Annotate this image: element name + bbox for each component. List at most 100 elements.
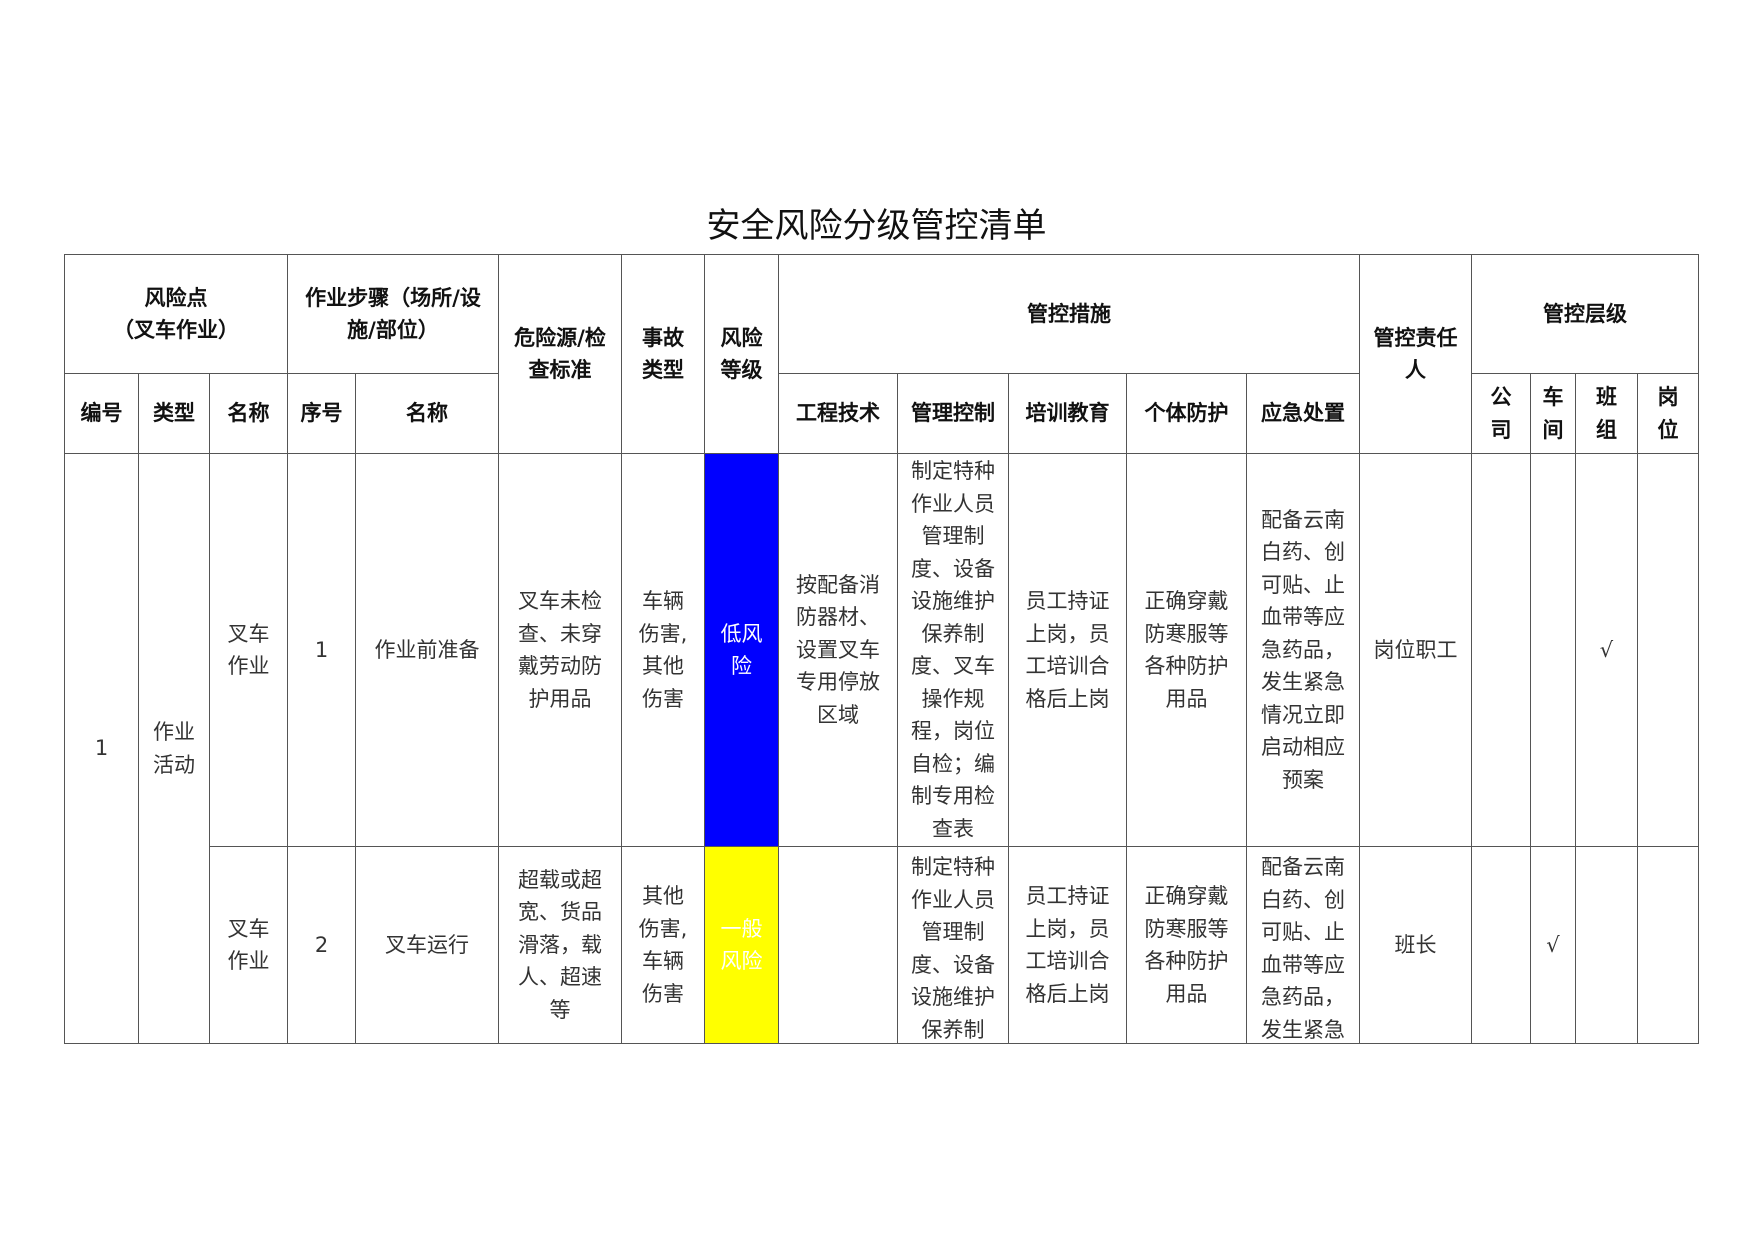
cell-text: 作业步骤（场所/设施/部位） [305,285,481,343]
row-management: 制定特种作业人员管理制度、设备设施维护保养制 [897,846,1009,1044]
header-step-name: 名称 [355,373,499,454]
header-code: 编号 [64,373,139,454]
cell-text: 一般风险 [720,916,763,974]
row-step-name: 作业前准备 [355,453,499,847]
cell-text: 1 [314,637,329,662]
cell-text: 其他伤害,车辆伤害 [638,884,688,1006]
row-step-name: 叉车运行 [355,846,499,1044]
row-management: 制定特种作业人员管理制度、设备设施维护保养制度、叉车操作规程，岗位自检；编制专用… [897,453,1009,847]
cell-text: 工程技术 [796,401,880,426]
cell-text: 制定特种作业人员管理制度、设备设施维护保养制度、叉车操作规程，岗位自检；编制专用… [911,459,995,841]
cell-text: 1 [94,736,109,761]
cell-text: 名称 [406,401,448,426]
cell-text: 班长 [1394,932,1437,957]
header-management: 管理控制 [897,373,1009,454]
row-workshop [1530,453,1576,847]
cell-text: 类型 [153,401,195,426]
cell-text: 配备云南白药、创可贴、止血带等应急药品，发生紧急 [1261,855,1345,1042]
cell-text: √ [1546,932,1560,957]
header-type: 类型 [138,373,210,454]
row-risk-level: 低风险 [704,453,779,847]
cell-text: 叉车未检查、未穿戴劳动防护用品 [518,589,602,711]
cell-text: 风险点 [144,285,208,310]
cell-text: 序号 [300,401,343,426]
cell-text: 员工持证上岗，员工培训合格后上岗 [1025,884,1110,1006]
row-workshop: √ [1530,846,1576,1044]
header-accident-type: 事故类型 [621,254,705,454]
header-emergency: 应急处置 [1246,373,1360,454]
cell-text: 培训教育 [1025,401,1110,426]
row-name: 叉车作业 [209,453,288,847]
header-engineering: 工程技术 [778,373,898,454]
cell-text: 按配备消防器材、设置叉车专用停放区域 [796,572,880,727]
cell-text: 车间 [1542,385,1564,442]
row-company [1471,453,1531,847]
header-team: 班组 [1575,373,1638,454]
cell-text: 制定特种作业人员管理制度、设备设施维护保养制 [911,855,995,1042]
header-control-level: 管控层级 [1471,254,1699,374]
cell-text: 个体防护 [1144,401,1229,426]
header-hazard: 危险源/检查标准 [498,254,622,454]
cell-text: 管控责任人 [1373,325,1458,383]
group-type: 作业活动 [138,453,210,1044]
cell-text: 正确穿戴防寒服等各种防护用品 [1144,884,1229,1006]
row-team: √ [1575,453,1638,847]
header-responsible: 管控责任人 [1359,254,1472,454]
row-hazard: 超载或超宽、货品滑落，载人、超速等 [498,846,622,1044]
cell-text: √ [1599,637,1614,662]
row-name: 叉车作业 [209,846,288,1044]
row-accident-type: 其他伤害,车辆伤害 [621,846,705,1044]
cell-text: 风险等级 [720,325,763,383]
cell-text: 班组 [1596,385,1617,442]
header-risk-level: 风险等级 [704,254,779,454]
row-post [1637,453,1699,847]
header-seq: 序号 [287,373,356,454]
cell-text: 管理控制 [911,401,995,426]
group-code: 1 [64,453,139,1044]
cell-text: 管控层级 [1543,301,1627,326]
header-training: 培训教育 [1008,373,1127,454]
cell-text: 应急处置 [1261,401,1345,426]
header-risk-point: 风险点 （叉车作业） [64,254,288,374]
header-measures: 管控措施 [778,254,1360,374]
header-company: 公司 [1471,373,1531,454]
cell-text: 作业活动 [153,720,195,777]
cell-text: 名称 [227,401,270,426]
cell-text: （叉车作业） [113,318,239,342]
header-ppe: 个体防护 [1126,373,1247,454]
row-company [1471,846,1531,1044]
row-training: 员工持证上岗，员工培训合格后上岗 [1008,846,1127,1044]
row-seq: 1 [287,453,356,847]
row-engineering: 按配备消防器材、设置叉车专用停放区域 [778,453,898,847]
cell-text: 管控措施 [1027,301,1111,326]
page-title: 安全风险分级管控清单 [706,206,1047,246]
row-responsible: 班长 [1359,846,1472,1044]
cell-text: 车辆伤害,其他伤害 [638,589,688,711]
row-emergency: 配备云南白药、创可贴、止血带等应急药品，发生紧急 [1246,846,1360,1044]
cell-text: 配备云南白药、创可贴、止血带等应急药品，发生紧急情况立即启动相应预案 [1261,507,1345,792]
header-steps: 作业步骤（场所/设施/部位） [287,254,499,374]
cell-text: 正确穿戴防寒服等各种防护用品 [1144,589,1229,711]
cell-text: 超载或超宽、货品滑落，载人、超速等 [518,867,602,1022]
cell-text: 事故类型 [642,325,684,383]
row-responsible: 岗位职工 [1359,453,1472,847]
cell-text: 低风险 [720,621,763,679]
row-seq: 2 [287,846,356,1044]
header-post: 岗位 [1637,373,1699,454]
row-hazard: 叉车未检查、未穿戴劳动防护用品 [498,453,622,847]
row-ppe: 正确穿戴防寒服等各种防护用品 [1126,453,1247,847]
cell-text: 岗位职工 [1373,637,1458,662]
cell-text: 叉车作业 [227,916,270,974]
cell-text: 编号 [80,401,123,426]
header-name: 名称 [209,373,288,454]
cell-text: 公司 [1490,385,1512,442]
header-workshop: 车间 [1530,373,1576,454]
row-post [1637,846,1699,1044]
row-training: 员工持证上岗，员工培训合格后上岗 [1008,453,1127,847]
cell-text: 2 [314,932,329,957]
row-accident-type: 车辆伤害,其他伤害 [621,453,705,847]
row-ppe: 正确穿戴防寒服等各种防护用品 [1126,846,1247,1044]
cell-text: 叉车运行 [385,932,469,957]
row-team [1575,846,1638,1044]
row-risk-level: 一般风险 [704,846,779,1044]
